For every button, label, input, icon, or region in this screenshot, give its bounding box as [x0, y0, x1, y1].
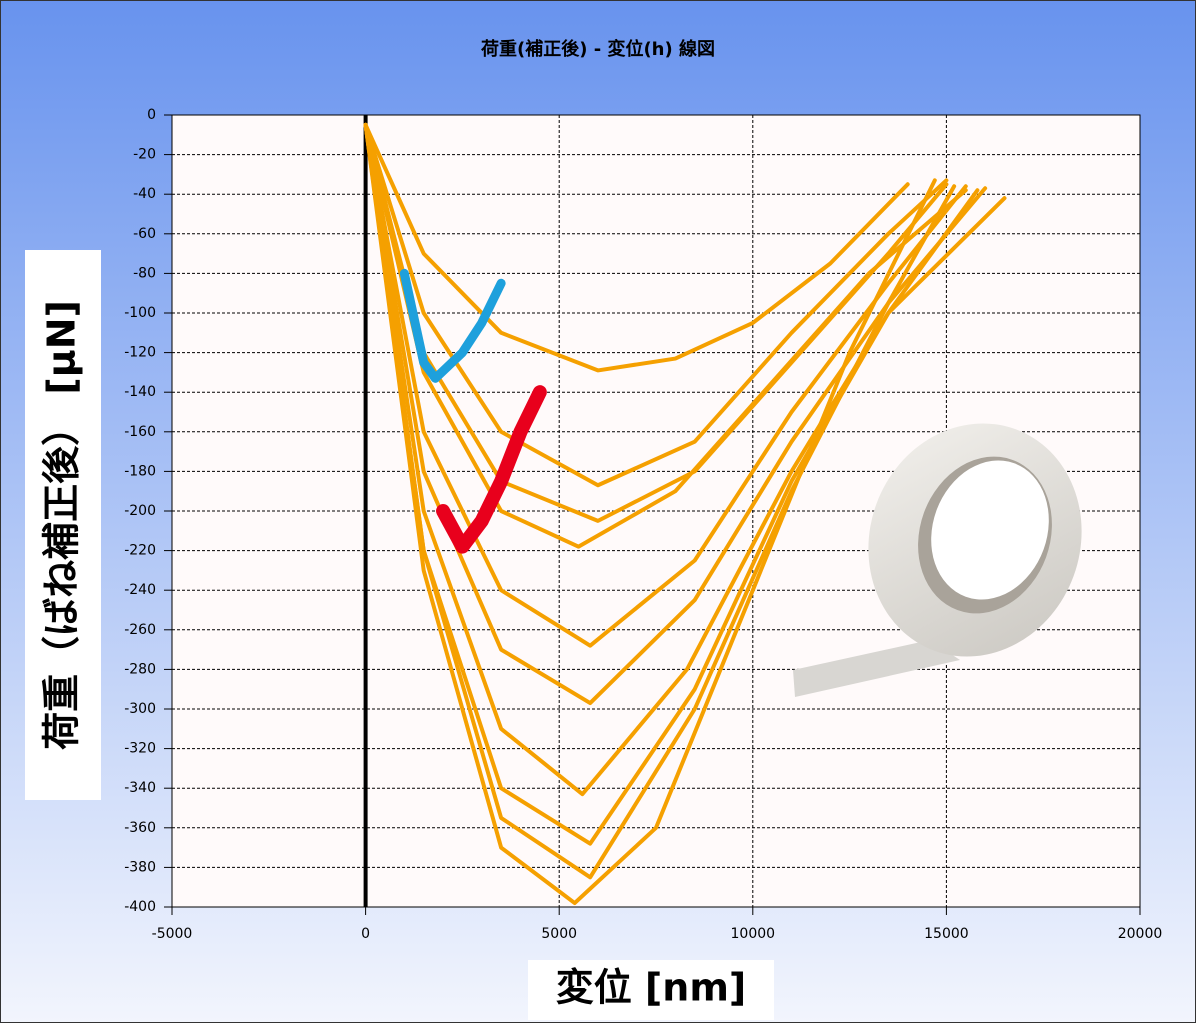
y-tick-label: -80 [133, 265, 156, 281]
y-tick-label: -360 [124, 820, 156, 836]
y-tick-label: -220 [124, 543, 156, 559]
y-tick-label: -260 [124, 622, 156, 638]
grid: 0 -20 -40 -60 -80 -100 -120 -140 -160 -180 -200 -22… [124, 107, 1162, 942]
y-tick-label: -120 [124, 345, 156, 361]
y-tick-label: -280 [124, 661, 156, 677]
series-line [363, 122, 957, 880]
y-axis-label: 荷重（ばね補正後） [μN] [40, 300, 84, 750]
series-line [363, 122, 968, 549]
series-line [363, 122, 937, 906]
y-tick-label: -380 [124, 859, 156, 875]
y-tick-label: -140 [124, 384, 156, 400]
y-tick-label: -100 [124, 305, 156, 321]
x-axis-label: 変位 [nm] [556, 966, 747, 1010]
series-line [436, 385, 547, 554]
y-tick-label: -160 [124, 424, 156, 440]
series-line [399, 268, 506, 383]
y-tick-label: -60 [133, 226, 156, 242]
x-tick-label: -5000 [152, 926, 193, 942]
x-tick-label: 20000 [1118, 926, 1163, 942]
y-tick-label: -40 [133, 186, 156, 202]
y-tick-label: -240 [124, 582, 156, 598]
x-tick-label: 0 [361, 926, 370, 942]
series-line [363, 122, 988, 706]
x-label-box [528, 960, 774, 1020]
y-tick-label: -20 [133, 147, 156, 163]
tape-illustration [793, 423, 1082, 697]
y-tick-label: -300 [124, 701, 156, 717]
y-tick-label: -180 [124, 463, 156, 479]
series-line [363, 122, 910, 373]
x-tick-label: 15000 [924, 926, 969, 942]
y-tick-label: -200 [124, 503, 156, 519]
y-tick-label: 0 [147, 107, 156, 123]
chart-title: 荷重(補正後) - 変位(h) 線図 [481, 38, 715, 60]
series-group [363, 115, 1007, 907]
y-label-box [25, 250, 101, 800]
series-line [363, 122, 949, 488]
y-tick-label: -400 [124, 899, 156, 915]
y-tick-label: -320 [124, 741, 156, 757]
x-tick-label: 5000 [541, 926, 577, 942]
x-tick-label: 10000 [731, 926, 776, 942]
y-tick-label: -340 [124, 780, 156, 796]
